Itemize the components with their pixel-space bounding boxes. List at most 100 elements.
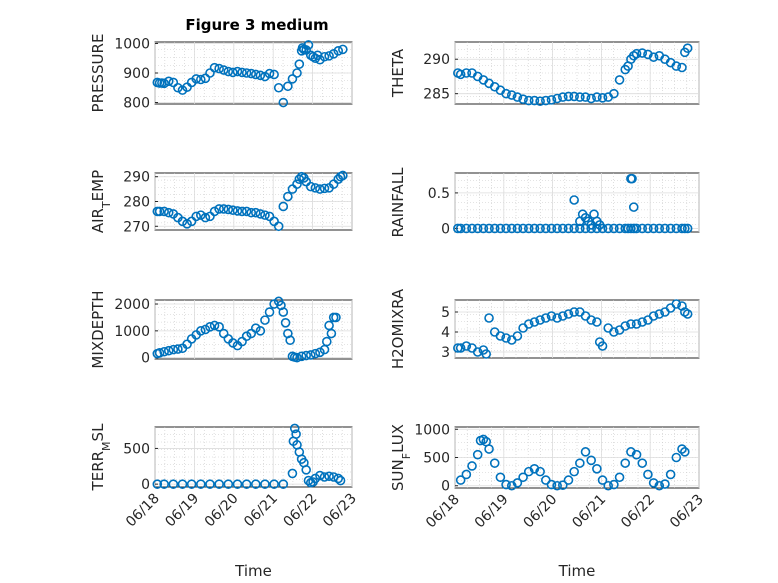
data-point: [495, 472, 506, 483]
data-point: [575, 92, 585, 102]
data-point: [461, 223, 472, 234]
subplot-pressure: 800 900 1000 PRESSURE: [89, 34, 353, 112]
data-point: [228, 67, 238, 78]
data-point: [223, 204, 234, 215]
data-point: [631, 48, 642, 59]
data-point: [177, 479, 188, 489]
data-point: [506, 223, 517, 234]
data-point: [177, 216, 188, 227]
data-point: [546, 95, 557, 105]
data-point: [495, 223, 506, 234]
data-point: [677, 62, 687, 73]
data-point: [250, 479, 261, 489]
data-point: [173, 344, 183, 354]
x-tick-label: 06/20: [202, 491, 242, 531]
data-point: [535, 466, 545, 477]
data-point: [186, 479, 197, 489]
data-point: [301, 350, 311, 361]
data-point: [614, 75, 625, 85]
data-point: [163, 76, 174, 87]
data-point: [214, 204, 224, 214]
x-tick-label: 06/18: [423, 492, 463, 532]
data-point: [529, 317, 540, 327]
data-point: [163, 207, 174, 218]
data-point: [484, 444, 494, 454]
data-point: [552, 480, 562, 491]
x-tick-label: 06/18: [123, 491, 163, 531]
data-point: [461, 68, 472, 78]
subplot-air-temp: 270 280 290 AIRTEMP: [89, 170, 353, 235]
x-tick-label: 06/19: [162, 491, 202, 531]
data-point: [540, 95, 551, 106]
data-point: [324, 471, 334, 482]
data-point: [191, 74, 202, 84]
x-tick-label: 06/20: [521, 492, 561, 532]
data-point: [529, 95, 540, 106]
data-point: [552, 313, 562, 323]
data-point: [535, 223, 545, 234]
data-point: [529, 223, 540, 234]
data-point: [654, 480, 665, 491]
data-point: [285, 335, 295, 346]
data-point: [563, 91, 574, 102]
y-tick-label: 500: [423, 451, 450, 467]
data-point: [523, 466, 534, 477]
data-point: [665, 223, 676, 234]
y-axis-label: SUNFLUX: [389, 424, 413, 491]
data-point: [455, 69, 466, 80]
y-tick-label: 0: [141, 477, 150, 493]
data-point: [289, 423, 300, 434]
data-point: [665, 469, 676, 480]
data-point: [335, 475, 346, 486]
data-point: [506, 90, 517, 100]
data-point: [609, 88, 619, 99]
data-point: [310, 183, 321, 193]
x-tick-label: 06/23: [667, 492, 707, 532]
data-point: [315, 184, 325, 194]
data-point: [643, 223, 653, 234]
data-point: [484, 313, 494, 323]
data-point: [478, 434, 489, 445]
data-point: [586, 455, 596, 466]
data-point: [546, 311, 557, 321]
data-point: [627, 173, 637, 184]
data-point: [310, 348, 321, 359]
data-point: [269, 479, 279, 489]
data-point: [324, 51, 334, 61]
data-point: [648, 223, 659, 234]
data-point: [196, 210, 206, 220]
data-point: [315, 470, 325, 481]
data-point: [214, 63, 224, 74]
data-point: [563, 309, 574, 319]
data-point: [319, 472, 330, 482]
data-point: [472, 347, 483, 357]
y-tick-label: 285: [423, 87, 450, 103]
data-point: [680, 223, 690, 234]
data-point: [631, 449, 642, 460]
data-point: [603, 480, 614, 491]
data-point: [472, 449, 483, 460]
data-point: [209, 320, 220, 331]
data-point: [637, 223, 648, 234]
data-point: [648, 52, 659, 62]
data-point: [301, 465, 311, 475]
data-point: [278, 201, 289, 212]
data-point: [232, 479, 243, 489]
data-point: [331, 312, 341, 323]
data-point: [512, 331, 523, 341]
y-tick-label: 5: [441, 305, 450, 321]
data-point: [580, 447, 591, 457]
data-point: [660, 223, 670, 234]
data-point: [682, 223, 693, 234]
data-point: [168, 344, 179, 355]
data-point: [518, 472, 528, 483]
data-point: [512, 478, 523, 488]
data-point: [540, 475, 551, 485]
data-point: [472, 223, 483, 234]
data-point: [592, 463, 602, 474]
x-tick-label: 06/23: [320, 491, 360, 531]
data-point: [223, 479, 234, 489]
data-point: [597, 475, 608, 485]
data-point: [461, 341, 472, 351]
